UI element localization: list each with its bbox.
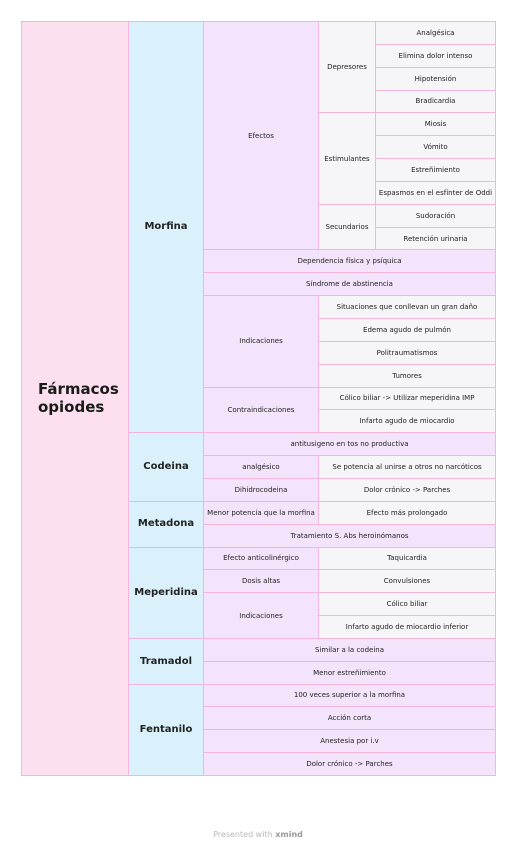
subtopic: Similar a la codeina [203, 637, 496, 662]
detail: Estreñimiento [375, 158, 496, 182]
detail: Bradicardia [375, 89, 496, 114]
detail: Politraumatismos [318, 340, 496, 365]
detail: Depresores [318, 21, 376, 114]
detail: Taquicardia [318, 546, 496, 571]
subtopic: Efectos [203, 21, 319, 251]
footer-text: Presented with [213, 830, 273, 839]
subtopic: analgésico [203, 455, 319, 479]
detail: Retención urinaria [375, 226, 496, 251]
detail: Se potencia al unirse a otros no narcóti… [318, 455, 496, 479]
subtopic: Dependencia física y psíquica [203, 249, 496, 274]
subtopic: Indicaciones [203, 592, 319, 639]
main-topic: Tramadol [128, 637, 204, 685]
detail: Estimulantes [318, 112, 376, 205]
subtopic: Acción corta [203, 706, 496, 731]
main-topic: Metadona [128, 500, 204, 548]
detail: Hipotensión [375, 66, 496, 91]
main-topic: Meperidina [128, 546, 204, 639]
detail: Secundarios [318, 203, 376, 251]
subtopic: Dihidrocodeina [203, 477, 319, 502]
subtopic: Contraindicaciones [203, 386, 319, 434]
subtopic: Síndrome de abstinencia [203, 272, 496, 297]
detail: Situaciones que conllevan un gran daño [318, 295, 496, 320]
detail: Convulsiones [318, 569, 496, 594]
detail: Edema agudo de pulmón [318, 318, 496, 342]
subtopic: Tratamiento S. Abs heroinómanos [203, 523, 496, 548]
root-topic: Fármacos opiodes [21, 21, 129, 776]
detail: Dolor crónico -> Parches [318, 477, 496, 502]
detail: Cólico biliar -> Utilizar meperidina IMP [318, 386, 496, 411]
detail: Efecto más prolongado [318, 500, 496, 525]
detail: Analgésica [375, 21, 496, 45]
detail: Infarto agudo de miocardio [318, 409, 496, 434]
mind-map: Fármacos opiodes Morfina Efectos Depresores… [21, 21, 496, 776]
subtopic: Efecto anticolinérgico [203, 546, 319, 571]
detail: Infarto agudo de miocardio inferior [318, 615, 496, 639]
detail: Elimina dolor intenso [375, 43, 496, 68]
subtopic: Menor potencia que la morfina [203, 500, 319, 525]
footer-brand: xmind [275, 830, 303, 839]
detail: Sudoración [375, 203, 496, 228]
main-topic: Morfina [128, 21, 204, 434]
main-topic: Fentanilo [128, 683, 204, 776]
detail: Cólico biliar [318, 592, 496, 617]
subtopic: Indicaciones [203, 295, 319, 388]
detail: Tumores [318, 363, 496, 388]
main-topic: Codeina [128, 432, 204, 502]
subtopic: 100 veces superior a la morfina [203, 683, 496, 708]
footer: Presented with xmind [0, 830, 516, 839]
detail: Espasmos en el esfínter de Oddi [375, 180, 496, 205]
subtopic: Dosis altas [203, 569, 319, 594]
detail: Miosis [375, 112, 496, 137]
detail: Vómito [375, 135, 496, 160]
subtopic: Anestesia por i.v [203, 729, 496, 754]
subtopic: Menor estreñimiento [203, 660, 496, 685]
subtopic: antitusigeno en tos no productiva [203, 432, 496, 457]
subtopic: Dolor crónico -> Parches [203, 752, 496, 776]
